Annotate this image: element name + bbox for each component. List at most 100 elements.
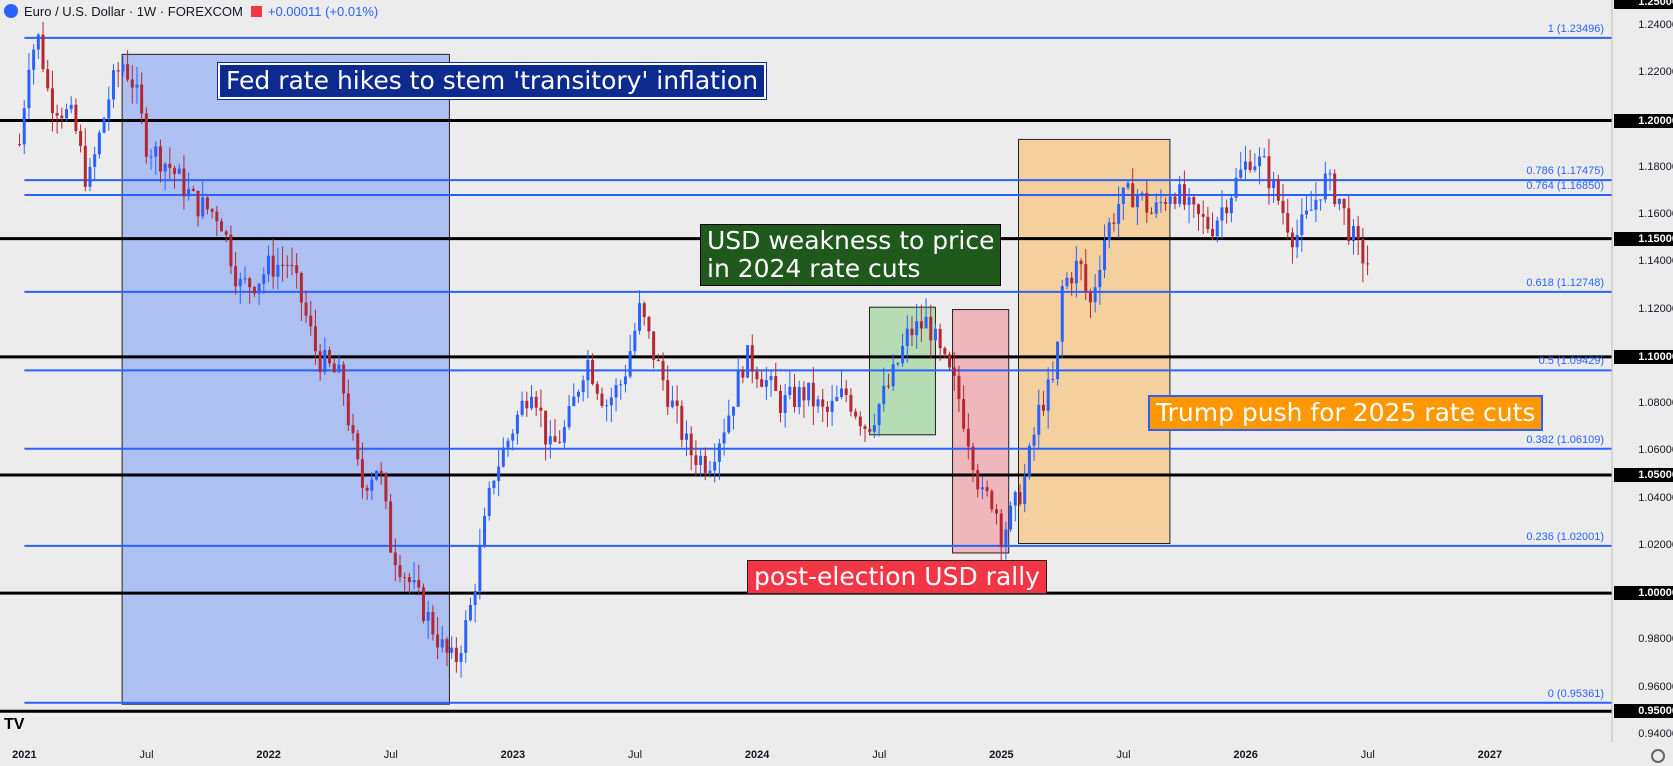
candle-body: [807, 382, 811, 401]
candle-body: [1356, 225, 1360, 240]
candle-body: [97, 132, 101, 155]
candle-body: [699, 455, 703, 466]
candle-body: [774, 376, 778, 391]
candle-body: [459, 652, 463, 663]
candle-body: [1328, 173, 1332, 175]
candle-body: [1295, 235, 1299, 248]
candle-body: [1173, 196, 1177, 204]
candle-body: [689, 433, 693, 456]
candle-body: [633, 330, 637, 352]
candle-body: [464, 620, 468, 653]
price-tick-label: 1.05000: [1614, 467, 1673, 482]
candle-body: [1201, 214, 1205, 217]
time-tick-label: Jul: [383, 749, 398, 761]
red-flag-icon[interactable]: [250, 5, 262, 17]
candle-body: [788, 386, 792, 396]
candle-body: [1333, 173, 1337, 205]
candle-body: [736, 369, 740, 407]
candle-body: [586, 359, 590, 381]
candle-body: [421, 587, 425, 621]
candle-body: [201, 197, 205, 217]
candle-body: [591, 359, 595, 384]
candle-body: [426, 611, 430, 621]
candle-body: [854, 411, 858, 417]
candle-body: [539, 407, 543, 411]
fed-hikes-zone: [121, 53, 450, 705]
candle-body: [243, 278, 247, 280]
candle-body: [140, 84, 144, 114]
candle-body: [1248, 161, 1252, 171]
candle-body: [224, 231, 228, 235]
candle-body: [210, 209, 214, 212]
candle-body: [530, 396, 534, 409]
candle-body: [863, 426, 867, 429]
price-tick-label: 1.18000: [1638, 160, 1673, 173]
candle-body: [187, 188, 191, 197]
candle-body: [65, 109, 69, 119]
candle-body: [454, 647, 458, 663]
settings-gear-icon[interactable]: [1651, 749, 1665, 763]
candle-body: [680, 405, 684, 440]
candle-body: [614, 384, 618, 398]
candle-body: [731, 406, 735, 416]
candle-body: [525, 400, 529, 409]
candle-body: [492, 480, 496, 488]
candle-body: [943, 348, 947, 355]
candle-body: [478, 546, 482, 591]
candle-body: [281, 264, 285, 266]
candle-body: [1103, 240, 1107, 271]
symbol-title: Euro / U.S. Dollar · 1W · FOREXCOM: [24, 3, 243, 19]
candle-body: [1046, 379, 1050, 411]
candle-body: [304, 302, 308, 316]
candle-body: [332, 363, 336, 373]
candle-body: [1164, 202, 1168, 205]
candle-body: [1211, 228, 1215, 237]
candle-body: [487, 487, 491, 516]
candle-body: [976, 469, 980, 490]
candle-body: [915, 321, 919, 336]
candle-body: [576, 391, 580, 397]
candle-body: [1337, 198, 1341, 205]
candle-body: [825, 406, 829, 412]
candle-body: [262, 274, 266, 284]
annotation-usd-weakness: USD weakness to price in 2024 rate cuts: [700, 224, 1002, 286]
time-tick-label: Jul: [139, 749, 154, 761]
candle-body: [849, 394, 853, 412]
candle-body: [83, 145, 87, 187]
candle-body: [506, 440, 510, 448]
candle-body: [1065, 277, 1069, 287]
candle-body: [149, 156, 153, 158]
candle-body: [1239, 169, 1243, 178]
time-tick-label: Jul: [1116, 749, 1131, 761]
price-tick-label: 1.06000: [1638, 444, 1673, 457]
time-tick-label: 2021: [12, 749, 37, 761]
candle-body: [764, 380, 768, 387]
candle-body: [285, 264, 289, 266]
candle-body: [41, 34, 45, 70]
candle-body: [1215, 220, 1219, 237]
candle-body: [1126, 183, 1130, 188]
candle-body: [1253, 166, 1257, 171]
candle-body: [295, 265, 299, 273]
fib-label: 0.786 (1.17475): [1526, 165, 1604, 178]
candle-body: [858, 416, 862, 427]
price-tick-label: 1.12000: [1638, 302, 1673, 315]
candle-body: [1272, 179, 1276, 189]
candle-body: [1107, 222, 1111, 241]
candle-body: [891, 364, 895, 387]
price-tick-label: 1.14000: [1638, 255, 1673, 268]
candle-body: [929, 316, 933, 341]
candle-body: [1140, 192, 1144, 195]
candle-body: [1041, 404, 1045, 411]
candle-body: [703, 455, 707, 473]
candle-body: [835, 396, 839, 401]
candle-body: [1234, 177, 1238, 198]
candle-body: [1056, 341, 1060, 380]
candle-body: [163, 163, 167, 172]
candle-body: [948, 354, 952, 368]
candle-body: [1093, 287, 1097, 303]
candle-body: [1347, 208, 1351, 242]
